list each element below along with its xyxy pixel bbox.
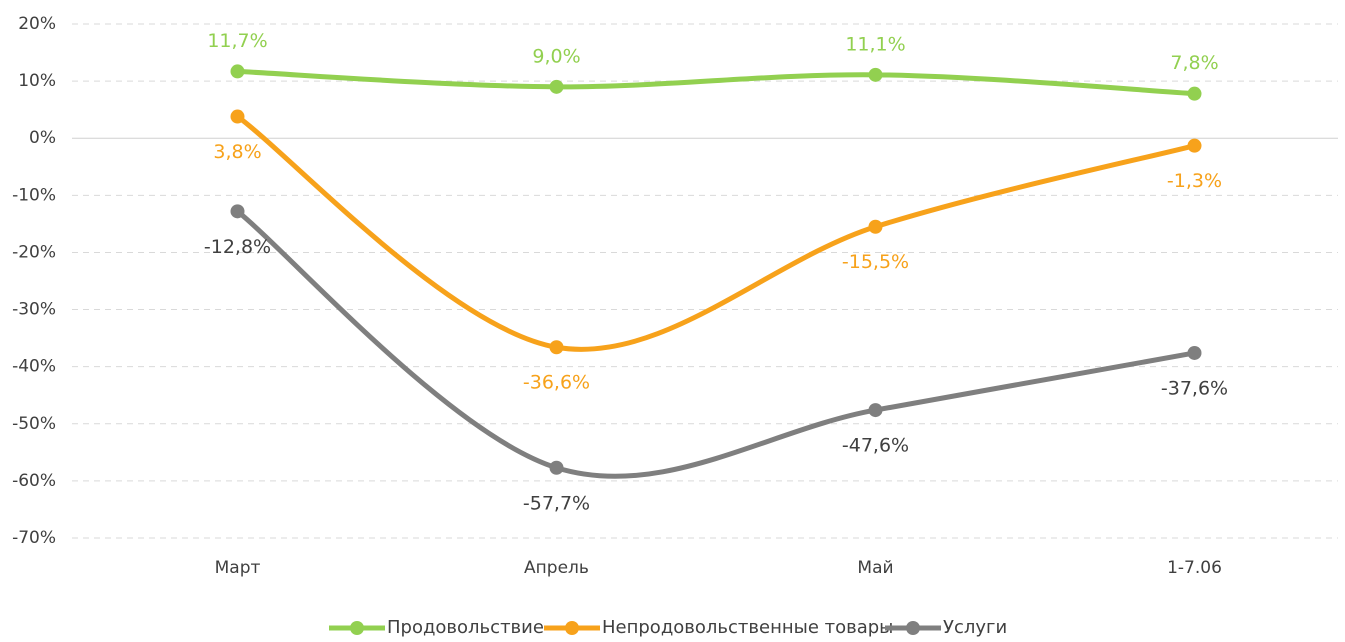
y-tick-label: 0% (29, 128, 56, 148)
legend-label: Продовольствие (387, 617, 544, 638)
x-tick-label: Май (857, 558, 893, 578)
series-line (235, 209, 1195, 479)
legend-label: Непродовольственные товары (602, 617, 893, 638)
data-label: 11,7% (207, 30, 267, 52)
data-point (549, 79, 564, 94)
data-point (1187, 138, 1202, 153)
data-point (1187, 86, 1202, 101)
data-point (230, 109, 245, 124)
legend-marker (565, 621, 579, 635)
data-point (230, 64, 245, 79)
x-tick-label: Апрель (524, 558, 589, 578)
data-point (868, 219, 883, 234)
y-tick-label: -50% (12, 414, 56, 434)
series-line (237, 68, 1195, 97)
y-tick-label: -60% (12, 471, 56, 491)
data-label: 3,8% (213, 141, 261, 163)
data-point (230, 204, 245, 219)
data-label: -36,6% (523, 372, 590, 394)
y-tick-label: -10% (12, 185, 56, 205)
data-label: 7,8% (1170, 52, 1218, 74)
data-label: -37,6% (1161, 377, 1228, 399)
data-label: -47,6% (842, 435, 909, 457)
data-point (549, 460, 564, 475)
y-tick-label: 10% (18, 71, 56, 91)
legend-marker (350, 621, 364, 635)
data-label: -12,8% (204, 236, 271, 258)
x-tick-label: 1-7.06 (1167, 558, 1222, 578)
y-tick-label: 20% (18, 14, 56, 34)
series-line (236, 114, 1196, 352)
x-tick-label: Март (215, 558, 261, 578)
legend-label: Услуги (943, 617, 1007, 638)
y-tick-label: -20% (12, 242, 56, 262)
data-point (868, 67, 883, 82)
data-label: -1,3% (1167, 170, 1222, 192)
y-tick-label: -30% (12, 300, 56, 320)
data-label: 11,1% (845, 33, 905, 55)
data-label: -15,5% (842, 251, 909, 273)
data-label: -57,7% (523, 492, 590, 514)
data-point (549, 340, 564, 355)
data-label: 9,0% (532, 45, 580, 67)
data-point (868, 403, 883, 418)
y-tick-label: -40% (12, 357, 56, 377)
data-point (1187, 345, 1202, 360)
y-tick-label: -70% (12, 528, 56, 548)
legend-marker (906, 621, 920, 635)
